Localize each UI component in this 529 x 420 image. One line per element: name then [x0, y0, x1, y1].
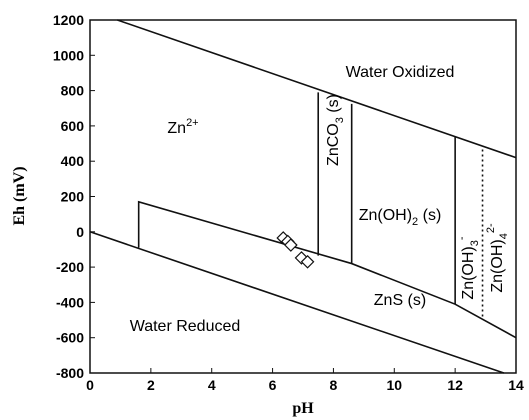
- label-text: Zn(OH): [489, 239, 506, 292]
- region-label: Water Oxidized: [346, 64, 455, 81]
- label-subscript: 4: [498, 233, 510, 239]
- y-tick-label: 1000: [53, 47, 84, 63]
- label-text: Water Oxidized: [346, 64, 455, 81]
- y-axis-title: Eh (mV): [11, 166, 28, 225]
- x-tick-label: 10: [386, 377, 402, 393]
- region-label: ZnCO3 (s): [325, 94, 346, 166]
- label-text: Zn(OH): [460, 246, 477, 299]
- y-tick-label: -800: [56, 365, 84, 381]
- y-tick-label: -200: [56, 259, 84, 275]
- y-tick-label: 0: [76, 224, 84, 240]
- boundary-line: [117, 19, 517, 159]
- x-tick-label: 12: [447, 377, 463, 393]
- region-label: Zn(OH)3-: [456, 236, 481, 299]
- data-point: [294, 251, 309, 265]
- label-suffix: (s): [418, 207, 441, 224]
- y-tick-label: 600: [61, 118, 85, 134]
- data-point: [283, 238, 298, 252]
- region-label: ZnS (s): [374, 292, 426, 309]
- y-tick-label: 1200: [53, 12, 84, 28]
- label-subscript: 3: [334, 117, 346, 123]
- y-tick-label: 200: [61, 189, 85, 205]
- x-axis-title: pH: [292, 400, 314, 417]
- y-tick-label: 400: [61, 153, 85, 169]
- region-label: Zn(OH)2 (s): [359, 207, 442, 228]
- label-superscript: 2-: [485, 223, 497, 233]
- label-suffix: (s): [325, 94, 342, 117]
- label-superscript: -: [456, 236, 468, 240]
- label-text: Water Reduced: [130, 318, 241, 335]
- label-superscript: 2+: [186, 117, 199, 129]
- x-tick-label: 14: [508, 377, 524, 393]
- label-subscript: 3: [469, 240, 481, 246]
- label-text: ZnS (s): [374, 292, 426, 309]
- region-label: Zn(OH)42-: [485, 223, 510, 293]
- region-label: Water Reduced: [130, 318, 241, 335]
- x-tick-label: 0: [86, 377, 94, 393]
- label-text: Zn(OH): [359, 207, 412, 224]
- label-text: ZnCO: [325, 123, 342, 166]
- y-tick-label: -600: [56, 330, 84, 346]
- region-label: Zn2+: [167, 117, 198, 137]
- x-tick-label: 6: [269, 377, 277, 393]
- x-tick-label: 8: [330, 377, 338, 393]
- y-tick-label: -400: [56, 294, 84, 310]
- label-text: Zn: [167, 120, 186, 137]
- label-subscript: 2: [412, 216, 418, 228]
- x-tick-label: 4: [208, 377, 216, 393]
- x-tick-label: 2: [147, 377, 155, 393]
- y-tick-label: 800: [61, 83, 85, 99]
- data-point: [300, 254, 315, 269]
- boundary-line: [89, 231, 505, 374]
